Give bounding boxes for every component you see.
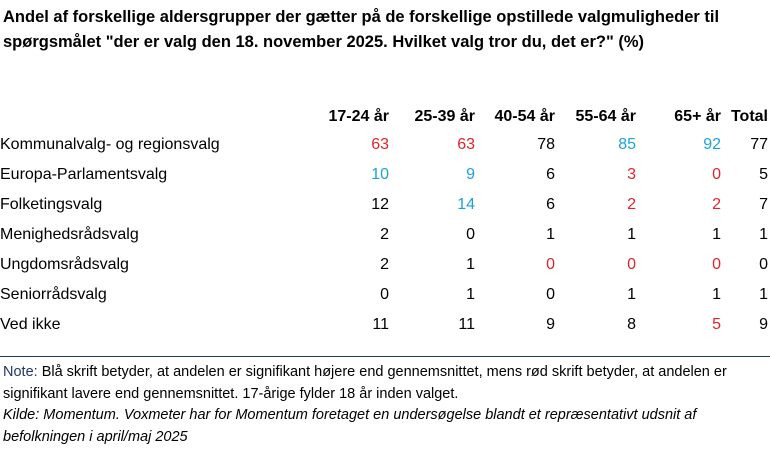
cell: 12 (371, 196, 389, 213)
row-label: Ved ikke (0, 316, 61, 333)
cell: 2 (380, 226, 389, 243)
cell: 5 (712, 316, 721, 333)
cell: 1 (466, 286, 475, 303)
table-row: Europa-Parlamentsvalg 10 9 6 3 0 5 (0, 160, 768, 190)
row-label: Seniorrådsvalg (0, 286, 107, 303)
cell: 0 (712, 256, 721, 273)
cell: 0 (627, 256, 636, 273)
cell: 63 (371, 136, 389, 153)
cell: 10 (371, 166, 389, 183)
cell: 1 (627, 286, 636, 303)
cell: 1 (466, 256, 475, 273)
table-row: Seniorrådsvalg 0 1 0 1 1 1 (0, 280, 768, 310)
cell: 0 (712, 166, 721, 183)
column-header: 25-39 år (414, 107, 476, 125)
table-row: Ved ikke 11 11 9 8 5 9 (0, 310, 768, 340)
note-text: Note: Blå skrift betyder, at andelen er … (3, 362, 767, 405)
source-text: Kilde: Momentum. Voxmeter har for Moment… (3, 407, 697, 445)
cell: 3 (627, 166, 636, 183)
cell: 85 (618, 136, 636, 153)
cell: 14 (457, 196, 475, 213)
cell: 1 (712, 286, 721, 303)
cell: 9 (466, 166, 475, 183)
table-row: Folketingsvalg 12 14 6 2 2 7 (0, 190, 768, 220)
cell: 0 (380, 286, 389, 303)
cell: 1 (759, 286, 768, 303)
cell: 6 (546, 196, 555, 213)
note-label: Note: (3, 364, 38, 380)
cell: 2 (627, 196, 636, 213)
cell: 9 (759, 316, 768, 333)
cell: 78 (537, 136, 555, 153)
cell: 0 (546, 286, 555, 303)
cell: 0 (466, 226, 475, 243)
cell: 8 (627, 316, 636, 333)
row-label: Menighedsrådsvalg (0, 226, 139, 243)
cell: 1 (759, 226, 768, 243)
cell: 77 (750, 136, 768, 153)
cell: 1 (712, 226, 721, 243)
column-header: 55-64 år (575, 107, 637, 125)
cell: 2 (380, 256, 389, 273)
cell: 6 (546, 166, 555, 183)
column-header: 17-24 år (328, 107, 390, 125)
row-label: Europa-Parlamentsvalg (0, 166, 168, 183)
cell: 0 (759, 256, 768, 273)
results-table: 17-24 år 25-39 år 40-54 år 55-64 år 65+ … (0, 103, 768, 340)
cell: 63 (457, 136, 475, 153)
cell: 7 (759, 196, 768, 213)
row-label: Folketingsvalg (0, 196, 103, 213)
column-header: 65+ år (674, 107, 721, 125)
cell: 5 (759, 166, 768, 183)
table-title: Andel af forskellige aldersgrupper der g… (3, 8, 720, 51)
table-row: Ungdomsrådsvalg 2 1 0 0 0 0 (0, 250, 768, 280)
column-header: Total (730, 107, 768, 125)
row-label: Kommunalvalg- og regionsvalg (0, 136, 220, 153)
table-row: Menighedsrådsvalg 2 0 1 1 1 1 (0, 220, 768, 250)
cell: 9 (546, 316, 555, 333)
cell: 1 (627, 226, 636, 243)
cell: 0 (546, 256, 555, 273)
cell: 1 (546, 226, 555, 243)
table-row: Kommunalvalg- og regionsvalg 63 63 78 85… (0, 130, 768, 160)
cell: 11 (372, 316, 389, 333)
header-row: 17-24 år 25-39 år 40-54 år 55-64 år 65+ … (0, 103, 769, 130)
divider-line (0, 356, 770, 357)
cell: 11 (458, 316, 475, 333)
note-body: Blå skrift betyder, at andelen er signif… (3, 364, 727, 402)
column-header: 40-54 år (494, 107, 556, 125)
header-corner (0, 103, 305, 130)
cell: 2 (712, 196, 721, 213)
footnotes: Note: Blå skrift betyder, at andelen er … (3, 362, 767, 448)
row-label: Ungdomsrådsvalg (0, 256, 129, 273)
cell: 92 (703, 136, 721, 153)
